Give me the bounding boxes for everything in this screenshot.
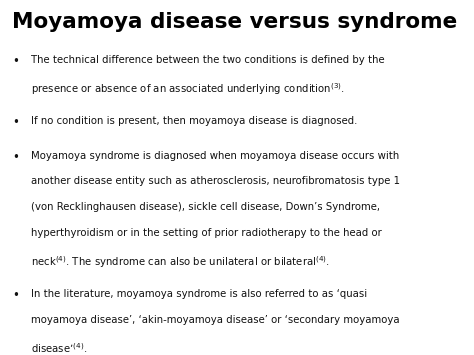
Text: •: • [12, 116, 19, 129]
Text: •: • [12, 289, 19, 302]
Text: Moyamoya syndrome is diagnosed when moyamoya disease occurs with: Moyamoya syndrome is diagnosed when moya… [31, 151, 399, 160]
Text: presence or absence of an associated underlying condition$^{(3)}$.: presence or absence of an associated und… [31, 81, 345, 97]
Text: •: • [12, 55, 19, 68]
Text: If no condition is present, then moyamoya disease is diagnosed.: If no condition is present, then moyamoy… [31, 116, 357, 126]
Text: disease’$^{(4)}$.: disease’$^{(4)}$. [31, 341, 87, 355]
Text: The technical difference between the two conditions is defined by the: The technical difference between the two… [31, 55, 384, 65]
Text: neck$^{(4)}$. The syndrome can also be unilateral or bilateral$^{(4)}$.: neck$^{(4)}$. The syndrome can also be u… [31, 254, 329, 270]
Text: Moyamoya disease versus syndrome: Moyamoya disease versus syndrome [12, 12, 457, 32]
Text: (von Recklinghausen disease), sickle cell disease, Down’s Syndrome,: (von Recklinghausen disease), sickle cel… [31, 202, 380, 212]
Text: moyamoya disease’, ‘akin-moyamoya disease’ or ‘secondary moyamoya: moyamoya disease’, ‘akin-moyamoya diseas… [31, 315, 400, 325]
Text: another disease entity such as atherosclerosis, neurofibromatosis type 1: another disease entity such as atheroscl… [31, 176, 400, 186]
Text: In the literature, moyamoya syndrome is also referred to as ‘quasi: In the literature, moyamoya syndrome is … [31, 289, 367, 299]
Text: hyperthyroidism or in the setting of prior radiotherapy to the head or: hyperthyroidism or in the setting of pri… [31, 228, 382, 238]
Text: •: • [12, 151, 19, 164]
